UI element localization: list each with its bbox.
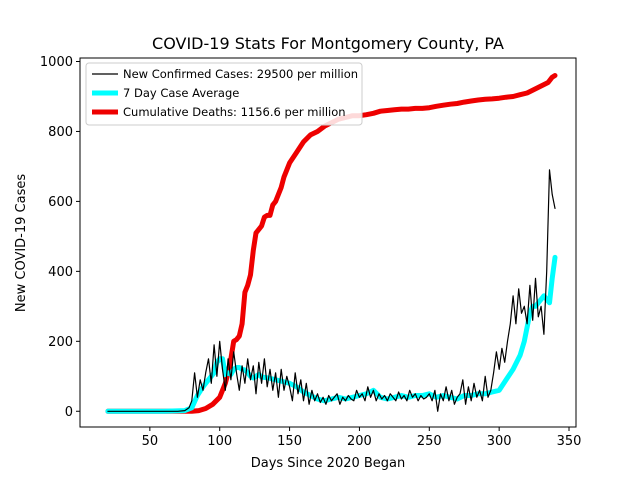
legend-label-new-cases: New Confirmed Cases: 29500 per million <box>123 67 358 81</box>
y-tick-label: 200 <box>48 335 73 350</box>
y-axis-label: New COVID-19 Cases <box>14 174 29 312</box>
series-cumulative-deaths-line <box>105 73 558 414</box>
x-axis-ticks: 50 100 150 200 250 300 350 <box>142 427 582 449</box>
x-tick-label: 250 <box>417 434 442 449</box>
legend: New Confirmed Cases: 29500 per million 7… <box>85 62 363 126</box>
y-tick-label: 0 <box>65 405 73 420</box>
series-new-cases-line <box>107 169 556 412</box>
y-tick-label: 800 <box>48 125 73 140</box>
y-axis-ticks: 0 200 400 600 800 1000 <box>40 55 80 420</box>
y-tick-label: 1000 <box>40 55 73 70</box>
legend-box <box>85 62 363 126</box>
x-axis-label: Days Since 2020 Began <box>251 456 406 471</box>
x-tick-label: 50 <box>142 434 159 449</box>
x-tick-label: 100 <box>207 434 232 449</box>
x-tick-label: 200 <box>347 434 372 449</box>
chart-title: COVID-19 Stats For Montgomery County, PA <box>152 34 504 53</box>
plot-frame <box>79 57 577 428</box>
legend-label-7-day-average: 7 Day Case Average <box>123 86 239 100</box>
x-tick-label: 300 <box>487 434 512 449</box>
x-tick-label: 150 <box>277 434 302 449</box>
legend-label-cumulative-deaths: Cumulative Deaths: 1156.6 per million <box>123 105 346 119</box>
series-layer <box>105 73 558 414</box>
y-tick-label: 600 <box>48 195 73 210</box>
y-tick-label: 400 <box>48 265 73 280</box>
x-tick-label: 350 <box>557 434 582 449</box>
